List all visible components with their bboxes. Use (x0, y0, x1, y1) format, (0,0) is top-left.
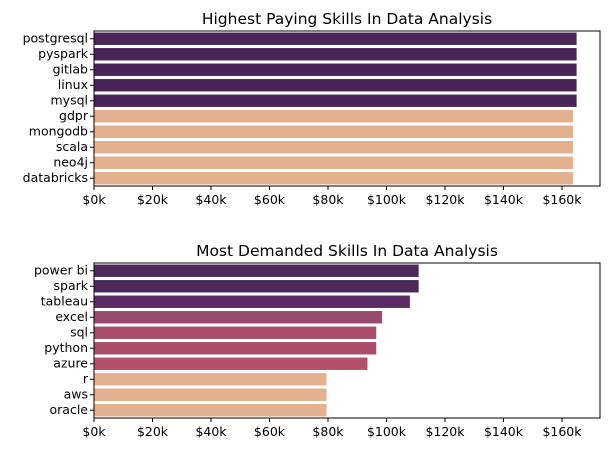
x-tick-label: $80k (312, 424, 344, 439)
category-label: mysql (51, 92, 89, 107)
category-label: excel (55, 309, 88, 324)
x-tick-label: $40k (195, 192, 227, 207)
bar-oracle (94, 404, 327, 417)
bar-linux (94, 79, 577, 92)
bar-pyspark (94, 48, 577, 61)
chart-most-demanded: Most Demanded Skills In Data Analysis pow… (34, 242, 601, 439)
x-tick-label: $140k (484, 192, 524, 207)
x-tick-label: $100k (367, 424, 407, 439)
category-label: gdpr (59, 108, 89, 123)
bar-power-bi (94, 264, 419, 277)
plot-frame (93, 262, 601, 419)
category-label: databricks (23, 170, 88, 185)
category-label: power bi (34, 262, 88, 277)
bar-tableau (94, 295, 410, 308)
x-tick-label: $160k (542, 192, 582, 207)
bar-gdpr (94, 110, 574, 123)
bar-mysql (94, 94, 577, 107)
bar-aws (94, 388, 327, 401)
category-label: sql (70, 324, 88, 339)
bar-r (94, 373, 327, 386)
bar-databricks (94, 172, 574, 185)
bar-scala (94, 141, 574, 154)
x-tick-label: $100k (367, 192, 407, 207)
bar-python (94, 342, 377, 355)
x-tick-label: $120k (425, 192, 465, 207)
category-label: azure (53, 355, 88, 370)
category-label: postgresql (23, 30, 88, 45)
bar-postgresql (94, 32, 577, 45)
category-label: linux (58, 77, 88, 92)
x-tick-label: $20k (137, 424, 169, 439)
bar-azure (94, 357, 368, 370)
category-label: oracle (50, 402, 89, 417)
chart-title: Highest Paying Skills In Data Analysis (202, 10, 492, 28)
bar-spark (94, 280, 419, 293)
x-tick-label: $20k (137, 192, 169, 207)
bar-excel (94, 311, 383, 324)
category-label: r (83, 371, 89, 386)
x-tick-label: $0k (82, 424, 106, 439)
x-tick-label: $0k (82, 192, 106, 207)
plot-frame (93, 30, 601, 187)
bar-sql (94, 326, 377, 339)
x-tick-label: $80k (312, 192, 344, 207)
bar-neo4j (94, 156, 574, 169)
bar-mongodb (94, 125, 574, 138)
x-tick-label: $60k (254, 192, 286, 207)
x-tick-label: $40k (195, 424, 227, 439)
x-tick-label: $120k (425, 424, 465, 439)
category-label: python (44, 340, 88, 355)
category-label: aws (64, 386, 88, 401)
bar-gitlab (94, 63, 577, 76)
chart-highest-paying: Highest Paying Skills In Data Analysis po… (23, 10, 601, 207)
x-tick-label: $60k (254, 424, 286, 439)
x-tick-label: $160k (542, 424, 582, 439)
category-label: tableau (41, 293, 88, 308)
category-label: scala (56, 139, 88, 154)
category-label: mongodb (29, 123, 88, 138)
category-label: spark (54, 278, 89, 293)
category-label: pyspark (38, 46, 89, 61)
category-label: gitlab (53, 61, 88, 76)
x-tick-label: $140k (484, 424, 524, 439)
chart-title: Most Demanded Skills In Data Analysis (196, 242, 498, 260)
category-label: neo4j (53, 154, 88, 169)
